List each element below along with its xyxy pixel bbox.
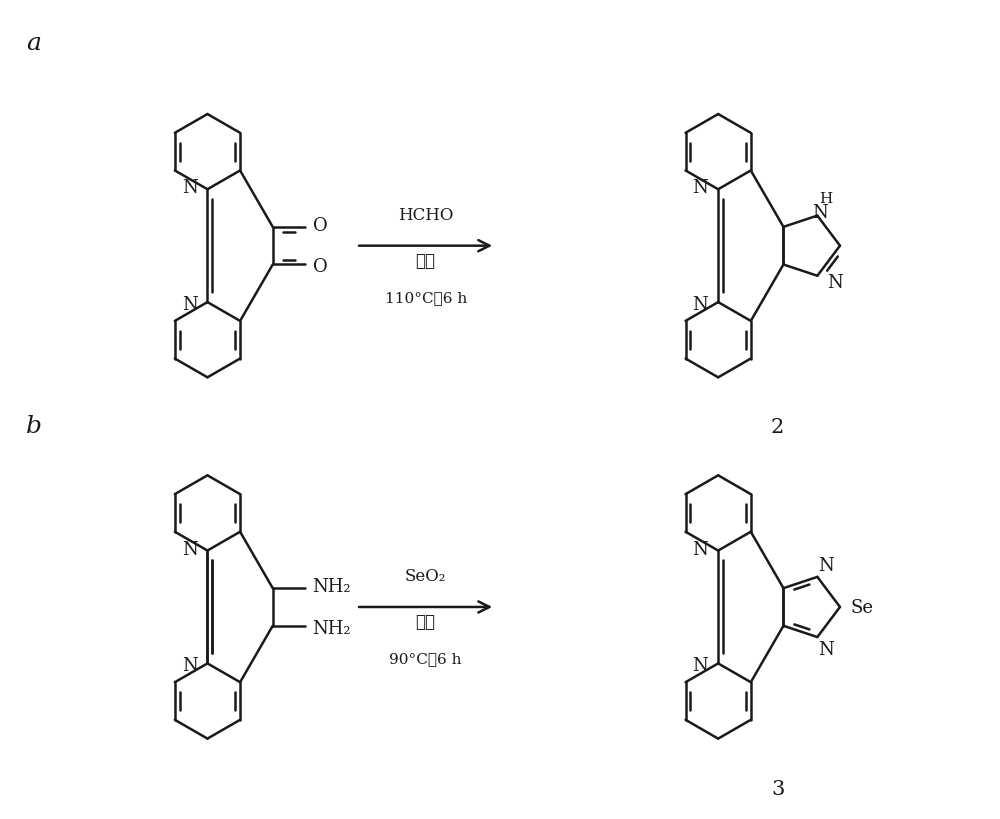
Text: NH₂: NH₂ xyxy=(312,619,351,637)
Text: NH₂: NH₂ xyxy=(312,577,351,595)
Text: 3: 3 xyxy=(771,779,784,798)
Text: N: N xyxy=(692,179,708,197)
Text: H: H xyxy=(820,192,833,206)
Text: O: O xyxy=(313,258,328,276)
Text: 乙醇: 乙醇 xyxy=(416,613,436,631)
Text: Se: Se xyxy=(850,598,873,616)
Text: N: N xyxy=(182,657,197,675)
Text: N: N xyxy=(182,179,197,197)
Text: N: N xyxy=(692,540,708,558)
Text: N: N xyxy=(692,296,708,314)
Text: a: a xyxy=(26,32,41,55)
Text: N: N xyxy=(182,296,197,314)
Text: 乙酸: 乙酸 xyxy=(416,253,436,269)
Text: b: b xyxy=(26,414,42,437)
Text: N: N xyxy=(182,540,197,558)
Text: 90°C，6 h: 90°C，6 h xyxy=(389,652,462,666)
Text: 2: 2 xyxy=(771,418,784,437)
Text: N: N xyxy=(818,556,834,574)
Text: N: N xyxy=(692,657,708,675)
Text: N: N xyxy=(827,274,843,292)
Text: N: N xyxy=(818,640,834,658)
Text: N: N xyxy=(812,203,828,221)
Text: 110°C，6 h: 110°C，6 h xyxy=(385,291,467,305)
Text: SeO₂: SeO₂ xyxy=(405,567,446,584)
Text: O: O xyxy=(313,217,328,234)
Text: HCHO: HCHO xyxy=(398,206,453,224)
